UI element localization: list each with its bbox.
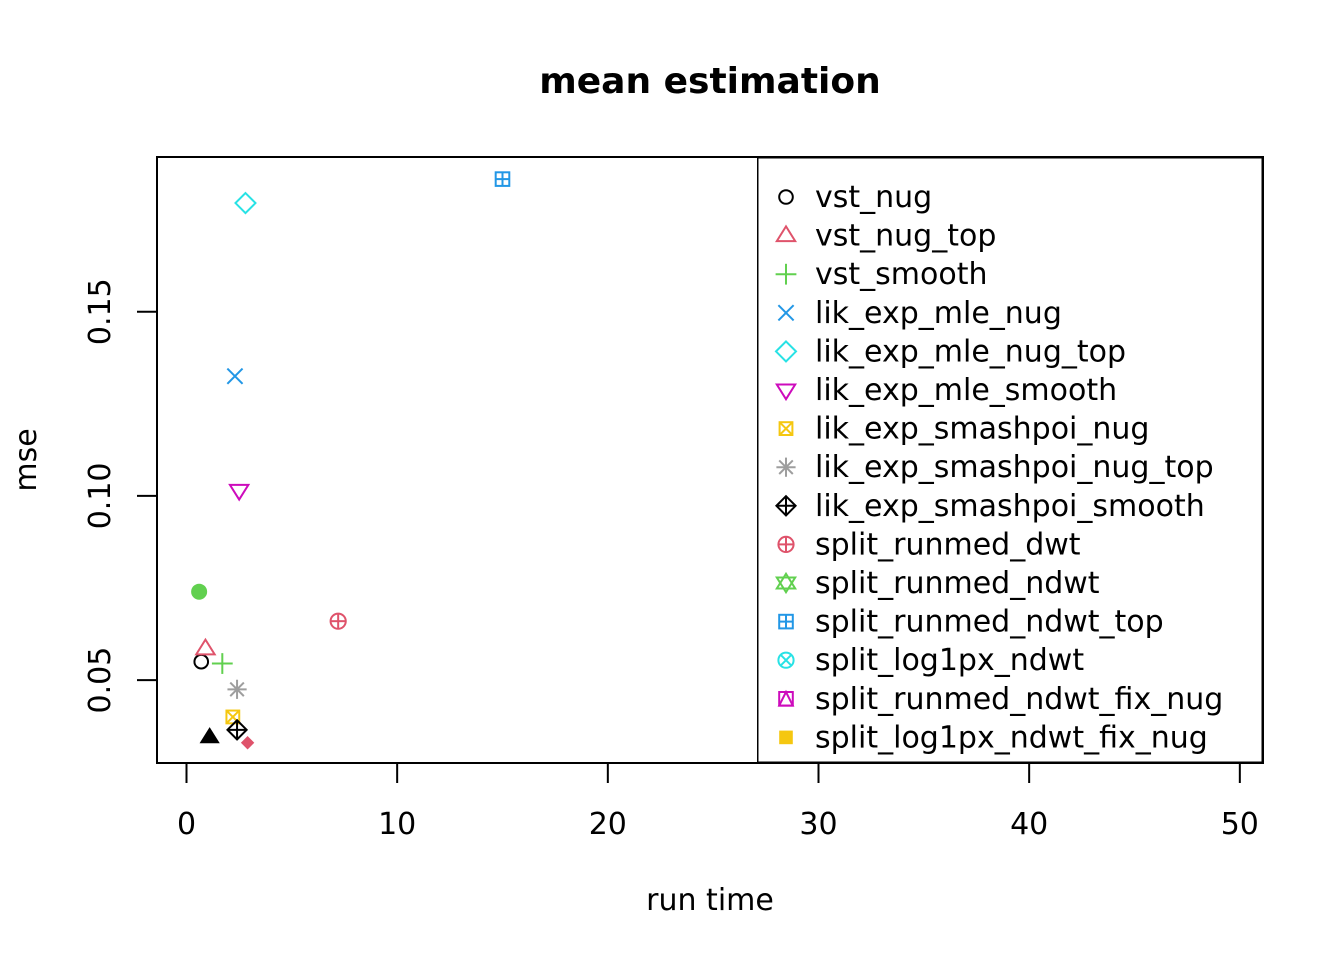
legend-item: split_log1px_ndwt_top [815, 759, 1148, 794]
x-tick-label: 30 [799, 807, 837, 842]
point-vst-nug [193, 653, 210, 670]
legend-label: split_runmed_dwt [815, 527, 1081, 562]
legend-label: split_log1px_ndwt_top [815, 759, 1148, 794]
legend-item: vst_smooth [775, 257, 988, 292]
point-lik-exp-mle-nug [226, 367, 244, 385]
legend-label: split_runmed_ndwt [815, 566, 1100, 601]
legend-item: vst_nug_top [774, 219, 996, 254]
chart-title: mean estimation [539, 61, 881, 102]
legend-label: lik_exp_mle_smooth [815, 373, 1117, 408]
legend-marker [778, 613, 794, 630]
legend-marker [774, 571, 798, 595]
point-vst-smooth [211, 653, 233, 674]
legend-marker [777, 651, 795, 669]
legend-item: lik_exp_smashpoi_nug_top [776, 450, 1214, 485]
x-tick-label: 20 [589, 807, 627, 842]
legend-item: lik_exp_mle_smooth [774, 373, 1117, 408]
point-lik-exp-smashpoi-nug-top [227, 679, 247, 699]
legend-label: split_log1px_ndwt [815, 643, 1084, 678]
point-lik-exp-smashpoi-smooth [226, 718, 249, 741]
legend-label: split_runmed_ndwt_fix_nug [815, 682, 1223, 717]
legend-marker [778, 421, 794, 437]
y-tick-label: 0.10 [83, 463, 118, 530]
legend-marker [777, 535, 795, 553]
legend-item: split_log1px_ndwt_fix_nug [779, 720, 1208, 755]
legend-item: lik_exp_smashpoi_nug [778, 412, 1149, 447]
point-filled-diamond [240, 736, 255, 750]
legend-item: lik_exp_mle_nug [777, 296, 1062, 331]
x-tick-label: 50 [1221, 807, 1259, 842]
legend-label: lik_exp_smashpoi_nug [815, 412, 1149, 447]
legend-item: lik_exp_mle_nug_top [774, 334, 1126, 369]
x-tick-label: 40 [1010, 807, 1048, 842]
x-axis-label: run time [646, 883, 774, 918]
legend-marker [778, 189, 794, 205]
legend-marker [776, 457, 796, 477]
x-tick-label: 10 [378, 807, 416, 842]
legend-marker [774, 224, 798, 243]
legend-marker [777, 689, 795, 707]
y-axis-label: mse [9, 428, 44, 491]
legend-label: vst_smooth [815, 257, 988, 292]
legend-item: split_log1px_ndwt [777, 643, 1084, 678]
legend-marker [779, 730, 793, 745]
legend-item: lik_exp_smashpoi_smooth [774, 489, 1205, 524]
legend-marker [774, 339, 798, 363]
y-tick-label: 0.05 [83, 647, 118, 714]
legend-label: split_log1px_ndwt_fix_nug [815, 720, 1208, 755]
legend-marker [777, 304, 795, 322]
legend-box [757, 157, 1263, 763]
legend-label: lik_exp_mle_nug_top [815, 334, 1126, 369]
legend-label: vst_nug [815, 180, 932, 215]
legend-item: split_runmed_ndwt_fix_nug [777, 682, 1223, 717]
legend-marker [774, 494, 798, 517]
point-split-runmed-dwt [329, 612, 347, 630]
legend-item: vst_nug [778, 180, 932, 215]
legend-label: split_runmed_ndwt_top [815, 605, 1164, 640]
point-filled-triangle [199, 727, 220, 744]
point-filled-circle [191, 583, 208, 600]
data-points [191, 171, 511, 750]
legend-item: split_runmed_ndwt_top [778, 605, 1164, 640]
legend-item: split_runmed_ndwt [774, 566, 1100, 601]
legend-marker [775, 263, 797, 285]
point-split-runmed-ndwt-top [494, 171, 511, 187]
legend-label: lik_exp_smashpoi_nug_top [815, 450, 1214, 485]
y-tick-label: 0.15 [83, 278, 118, 345]
point-vst-nug-top [194, 637, 217, 656]
point-lik-exp-mle-nug-top [234, 191, 257, 215]
x-tick-label: 0 [177, 807, 196, 842]
y-axis: 0.05 0.10 0.15 [83, 278, 158, 714]
legend-label: vst_nug_top [815, 219, 996, 254]
legend-item: split_runmed_dwt [777, 527, 1081, 562]
x-axis: 0 10 20 30 40 50 [177, 762, 1259, 842]
legend-label: lik_exp_mle_nug [815, 296, 1062, 331]
point-lik-exp-mle-smooth [228, 483, 251, 502]
legend-marker [774, 383, 798, 402]
legend-label: lik_exp_smashpoi_smooth [815, 489, 1205, 524]
